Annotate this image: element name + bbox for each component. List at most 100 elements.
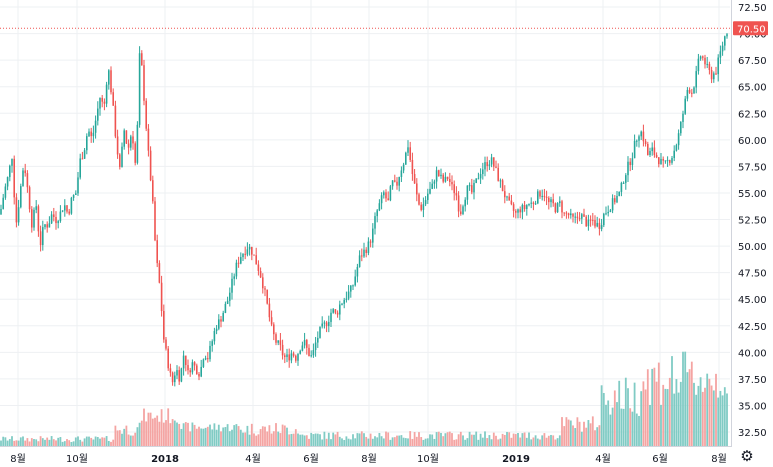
candle-body [464,199,466,207]
volume-bar [371,438,374,446]
volume-bar [464,439,467,446]
volume-bar [400,435,403,446]
volume-bar [360,431,363,446]
volume-bar [649,404,651,446]
volume-bar [536,438,539,446]
candle-body [532,202,535,204]
candle-body [708,63,711,71]
volume-bars [0,351,728,446]
volume-bar [503,434,506,446]
candle-body [136,124,139,163]
volume-bar [50,436,53,446]
candle-body [185,355,187,366]
volume-bar [578,421,581,446]
volume-bar [235,424,238,446]
volume-bar [125,425,128,446]
candle-body [699,56,702,59]
candle-body [336,312,339,315]
candle-body [429,188,431,194]
candle-body [567,213,570,216]
volume-bar [468,431,471,446]
candle-body [310,355,312,357]
volume-bar [451,433,453,446]
candle-body [61,210,64,212]
candle-body [57,221,59,224]
volume-bar [477,439,480,446]
volume-bar [569,420,572,446]
candle-body [301,345,304,351]
candle-body [48,223,51,228]
candle-body [387,198,389,201]
volume-bar [347,438,350,446]
volume-bar [521,433,524,446]
candle-body [561,201,563,213]
candle-body [559,201,561,204]
x-tick-label: 8월 [361,453,377,465]
candle-body [495,166,497,168]
volume-bar [576,417,579,446]
last-price-badge: 70.50 [733,21,768,36]
volume-bar [594,430,596,446]
candle-body [193,362,196,366]
candle-body [508,196,510,201]
volume-bar [684,351,687,446]
candle-body [92,132,95,137]
volume-bar [255,435,258,446]
volume-bar [655,381,658,446]
candle-body [66,205,68,212]
volume-bar [609,414,612,446]
volume-bar [662,384,665,446]
candle-body [156,240,158,264]
candle-body [603,213,605,226]
volume-bar [547,435,550,446]
volume-bar [209,424,211,446]
volume-bar [710,385,713,446]
volume-bar [145,421,148,446]
volume-bar [321,439,324,446]
candle-body [165,339,167,349]
candle-body [578,218,581,220]
volume-bar [431,434,434,446]
candle-body [361,255,363,257]
candle-body [413,174,416,184]
volume-bar [116,430,119,446]
candle-body [308,347,310,357]
volume-bar [719,390,722,446]
candle-body [33,209,35,228]
volume-bar [598,425,601,446]
volume-bar [440,432,442,446]
candle-body [446,176,449,179]
candle-body [11,158,13,166]
candle-body [449,178,451,182]
candle-body [176,370,178,376]
candle-body [519,209,521,213]
volume-bar [715,373,717,446]
candle-body [422,204,425,210]
candle-body [215,328,218,332]
candle-body [59,211,62,222]
candle-body [281,344,284,356]
volume-bar [385,431,387,446]
volume-bar [352,434,354,446]
volume-bar [297,433,299,446]
volume-bar [624,377,627,446]
candle-body [246,249,249,255]
candle-body [17,207,20,223]
gear-icon[interactable]: ⚙ [740,447,754,465]
volume-bar [413,432,416,446]
candle-body [660,158,662,165]
volume-bar [202,428,205,446]
volume-bar [233,425,236,446]
volume-bar [211,429,214,446]
candle-body [416,183,418,195]
candle-body [581,214,583,219]
volume-bar [17,440,20,446]
volume-bar [561,417,563,446]
candle-body [530,202,532,204]
volume-bar [184,422,187,446]
candle-body [70,197,73,214]
candle-body [614,198,616,203]
candle-body [264,288,266,290]
volume-bar [151,418,154,446]
